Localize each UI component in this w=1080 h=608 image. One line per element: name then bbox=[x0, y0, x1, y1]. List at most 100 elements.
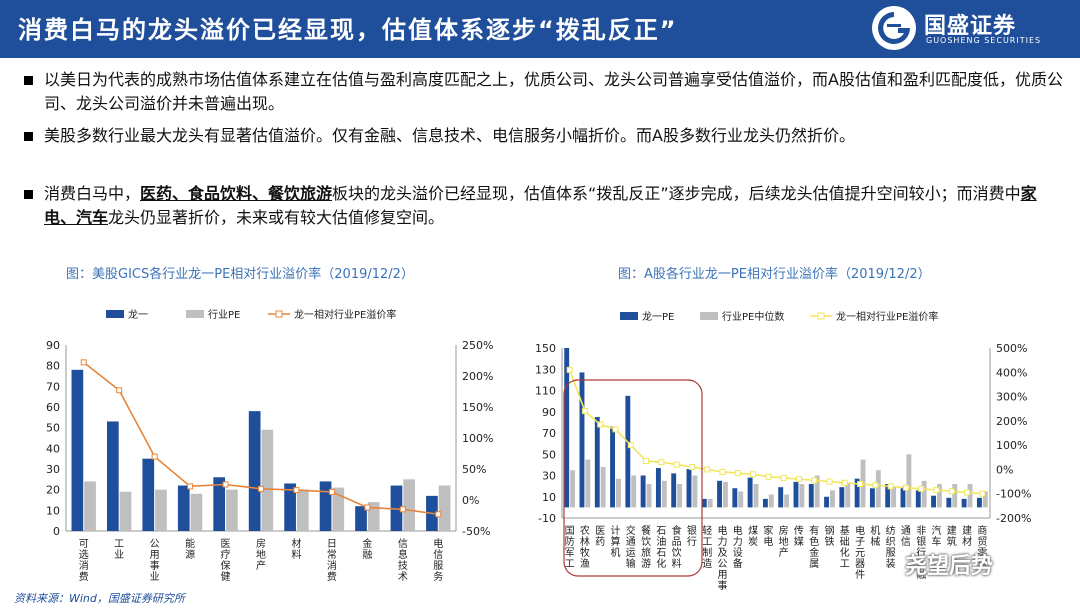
x-tick-label: 煤炭 bbox=[748, 524, 758, 548]
line-point bbox=[734, 470, 741, 477]
bar-primary bbox=[793, 481, 799, 508]
bar-primary bbox=[747, 477, 753, 508]
legend-label: 龙一PE bbox=[642, 310, 674, 323]
x-tick-label: 工业 bbox=[114, 539, 124, 561]
line-point bbox=[765, 473, 772, 480]
bar-primary bbox=[564, 348, 570, 508]
y2-tick-label: 0% bbox=[996, 463, 1013, 476]
x-tick-label: 电子元器件 bbox=[855, 524, 865, 581]
y-tick-label: 60 bbox=[46, 401, 60, 414]
bullet-square-icon bbox=[24, 132, 33, 141]
bar-primary bbox=[625, 395, 631, 508]
x-tick-label: 银行 bbox=[687, 524, 697, 548]
x-tick-label: 可选消费 bbox=[79, 539, 89, 583]
x-tick-label: 纺织服装 bbox=[886, 524, 896, 570]
bar-primary bbox=[717, 480, 722, 508]
y-tick-label: 90 bbox=[542, 406, 556, 419]
bullet-text: 美股多数行业最大龙头有显著估值溢价。仅有金融、信息技术、电信服务小幅折价。而A股… bbox=[44, 124, 1064, 148]
bar-secondary bbox=[921, 480, 927, 508]
x-tick-label: 计算机 bbox=[611, 524, 621, 559]
x-tick-label: 石油石化 bbox=[656, 526, 666, 570]
line-point bbox=[979, 490, 986, 497]
bar-primary bbox=[284, 483, 296, 531]
bar-secondary bbox=[190, 493, 203, 531]
line-point bbox=[435, 511, 442, 518]
y-tick-label: 30 bbox=[46, 463, 60, 476]
bar-secondary bbox=[261, 429, 274, 531]
y-tick-label: -10 bbox=[538, 512, 556, 525]
y-tick-label: 50 bbox=[542, 448, 556, 461]
bar-secondary bbox=[875, 470, 881, 508]
bar-secondary bbox=[891, 486, 897, 508]
logo-subtext: GUOSHENG SECURITIES bbox=[926, 36, 1042, 45]
x-tick-label: 能源 bbox=[185, 537, 195, 561]
bar-primary bbox=[640, 475, 646, 508]
bar-secondary bbox=[570, 470, 576, 508]
legend-swatch-secondary bbox=[186, 310, 204, 318]
y2-tick-label: 250% bbox=[462, 339, 493, 352]
line-point bbox=[918, 485, 925, 492]
y-tick-label: 70 bbox=[542, 427, 556, 440]
bar-primary bbox=[71, 369, 84, 531]
bar-primary bbox=[177, 485, 190, 531]
bar-primary bbox=[915, 490, 921, 508]
bar-secondary bbox=[952, 484, 958, 508]
line-point bbox=[704, 466, 711, 473]
bar-secondary bbox=[600, 467, 606, 508]
x-tick-label: 公用事业 bbox=[150, 539, 160, 583]
line-point bbox=[688, 464, 695, 470]
x-tick-label: 金融 bbox=[362, 537, 372, 561]
x-tick-label: 汽车 bbox=[932, 524, 942, 548]
bar-primary bbox=[701, 498, 707, 508]
bar-secondary bbox=[585, 459, 591, 508]
y2-tick-label: -50% bbox=[462, 525, 490, 538]
bullet-text: 消费白马中，医药、食品饮料、餐饮旅游板块的龙头溢价已经显现，估值体系“拨乱反正”… bbox=[44, 182, 1064, 230]
bar-primary bbox=[778, 487, 784, 508]
bar-primary bbox=[106, 421, 119, 531]
bar-secondary bbox=[982, 491, 988, 508]
line-point bbox=[933, 487, 940, 494]
line-point bbox=[597, 421, 604, 428]
bar-secondary bbox=[723, 481, 728, 508]
bar-secondary bbox=[845, 484, 851, 508]
line-point bbox=[328, 488, 335, 495]
bar-primary bbox=[900, 488, 906, 508]
line-point bbox=[187, 483, 194, 490]
bar-primary bbox=[854, 478, 860, 508]
x-tick-label: 家电 bbox=[763, 524, 773, 548]
y-tick-label: 110 bbox=[535, 385, 556, 398]
x-tick-label: 信息技术 bbox=[398, 538, 408, 583]
x-tick-label: 电力及公用事业 bbox=[718, 524, 728, 590]
y2-tick-label: 300% bbox=[996, 391, 1027, 404]
bullet-text-part: 消费白马中， bbox=[44, 184, 141, 203]
bar-secondary bbox=[753, 484, 759, 508]
y-tick-label: 150 bbox=[535, 342, 556, 355]
legend-label: 龙一相对行业PE溢价率 bbox=[836, 310, 938, 323]
bar-primary bbox=[824, 496, 829, 508]
bar-primary bbox=[319, 481, 332, 531]
bar-primary bbox=[808, 484, 814, 508]
bar-primary bbox=[579, 372, 585, 508]
legend-label: 龙一 bbox=[128, 308, 148, 321]
bullet-3: 消费白马中，医药、食品饮料、餐饮旅游板块的龙头溢价已经显现，估值体系“拨乱反正”… bbox=[24, 182, 1064, 230]
line-point bbox=[566, 366, 573, 373]
line-point bbox=[399, 506, 406, 513]
bullet-text-part: 美股多数行业最大龙头有显著估值溢价。仅有金融、信息技术、电信服务小幅折价。而A股… bbox=[44, 126, 855, 145]
line-point bbox=[658, 459, 665, 466]
legend-marker bbox=[817, 312, 825, 320]
x-tick-label: 医疗保健 bbox=[221, 538, 231, 583]
x-tick-label: 建材 bbox=[962, 524, 972, 548]
y-tick-label: 50 bbox=[46, 422, 60, 435]
y-tick-label: 30 bbox=[542, 470, 556, 483]
bar-primary bbox=[732, 488, 738, 508]
legend-swatch-primary bbox=[620, 312, 638, 320]
line-point bbox=[826, 478, 833, 485]
y-tick-label: 40 bbox=[46, 442, 60, 455]
x-tick-label: 餐饮旅游 bbox=[641, 524, 651, 570]
legend-label: 龙一相对行业PE溢价率 bbox=[294, 308, 396, 321]
bullet-text-part: 板块的龙头溢价已经显现，估值体系“拨乱反正”逐步完成，后续龙头估值提升空间较小；… bbox=[332, 184, 1021, 203]
bar-secondary bbox=[967, 484, 973, 508]
legend-marker bbox=[275, 310, 283, 318]
bar-secondary bbox=[332, 487, 345, 531]
source-note: 资料来源：Wind，国盛证券研究所 bbox=[14, 592, 185, 605]
